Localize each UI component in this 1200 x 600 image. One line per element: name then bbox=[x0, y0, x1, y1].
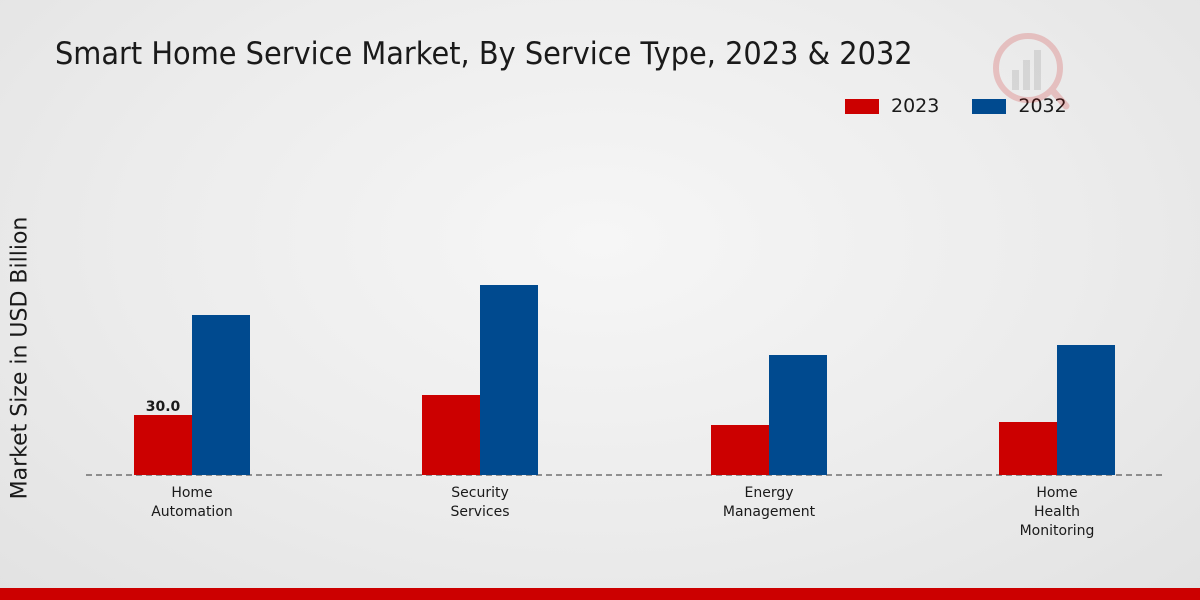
x-tick-label: Home Health Monitoring bbox=[1020, 485, 1095, 539]
x-tick-label: Security Services bbox=[450, 485, 509, 520]
bar-2023-security-services bbox=[422, 395, 480, 475]
legend: 2023 2032 bbox=[845, 95, 1100, 117]
bar-2032-home-health-monitoring bbox=[1057, 345, 1115, 475]
bar-2032-energy-management bbox=[769, 355, 827, 475]
legend-swatch-2032 bbox=[972, 98, 1007, 114]
watermark-logo-icon bbox=[993, 33, 1070, 110]
bar-2032-home-automation bbox=[192, 315, 250, 475]
data-label: 30.0 bbox=[146, 399, 181, 415]
bar-2023-home-health-monitoring bbox=[999, 422, 1057, 475]
chart-title: Smart Home Service Market, By Service Ty… bbox=[55, 36, 913, 72]
x-tick-label: Home Automation bbox=[151, 485, 233, 520]
legend-item-2032: 2032 bbox=[972, 95, 1067, 117]
legend-label-2023: 2023 bbox=[891, 95, 940, 117]
legend-item-2023: 2023 bbox=[845, 95, 939, 117]
x-tick-label: Energy Management bbox=[723, 485, 816, 520]
legend-label-2032: 2032 bbox=[1018, 95, 1067, 117]
bar-2032-security-services bbox=[480, 285, 538, 475]
bar-2023-energy-management bbox=[711, 425, 769, 475]
footer-bar bbox=[0, 588, 1200, 600]
bar-2023-home-automation bbox=[134, 415, 192, 475]
legend-swatch-2023 bbox=[845, 98, 879, 114]
